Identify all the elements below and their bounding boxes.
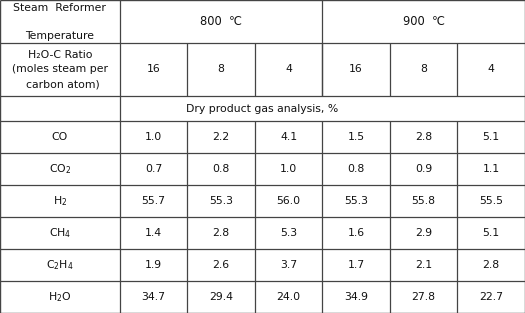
- Text: 800  ℃: 800 ℃: [200, 15, 242, 28]
- Text: Steam  Reformer

Temperature: Steam Reformer Temperature: [14, 3, 106, 41]
- Text: 55.5: 55.5: [479, 196, 503, 206]
- Text: 2.1: 2.1: [415, 260, 432, 270]
- Text: 1.5: 1.5: [348, 132, 365, 142]
- Text: 56.0: 56.0: [277, 196, 301, 206]
- Text: 2.8: 2.8: [482, 260, 500, 270]
- Text: 1.1: 1.1: [482, 164, 500, 174]
- Text: 8: 8: [420, 64, 427, 74]
- Text: 0.7: 0.7: [145, 164, 162, 174]
- Text: 16: 16: [146, 64, 160, 74]
- Text: 0.8: 0.8: [213, 164, 229, 174]
- Text: CO$_2$: CO$_2$: [49, 162, 71, 176]
- Text: Dry product gas analysis, %: Dry product gas analysis, %: [186, 104, 339, 114]
- Text: CO: CO: [52, 132, 68, 142]
- Text: 4.1: 4.1: [280, 132, 297, 142]
- Text: 4: 4: [285, 64, 292, 74]
- Text: 2.2: 2.2: [213, 132, 229, 142]
- Text: 1.0: 1.0: [280, 164, 297, 174]
- Text: 1.0: 1.0: [145, 132, 162, 142]
- Text: CH$_4$: CH$_4$: [49, 226, 71, 240]
- Text: 55.3: 55.3: [209, 196, 233, 206]
- Text: 27.8: 27.8: [412, 292, 436, 302]
- Text: 29.4: 29.4: [209, 292, 233, 302]
- Text: H₂O-C Ratio
(moles steam per
  carbon atom): H₂O-C Ratio (moles steam per carbon atom…: [12, 50, 108, 89]
- Text: 5.1: 5.1: [482, 228, 500, 238]
- Text: 55.8: 55.8: [412, 196, 436, 206]
- Text: 5.3: 5.3: [280, 228, 297, 238]
- Text: 0.9: 0.9: [415, 164, 432, 174]
- Text: 55.7: 55.7: [141, 196, 165, 206]
- Text: 3.7: 3.7: [280, 260, 297, 270]
- Text: H$_2$: H$_2$: [52, 194, 67, 208]
- Text: 34.9: 34.9: [344, 292, 368, 302]
- Text: 16: 16: [349, 64, 363, 74]
- Text: C$_2$H$_4$: C$_2$H$_4$: [46, 258, 74, 272]
- Text: 2.9: 2.9: [415, 228, 432, 238]
- Text: 5.1: 5.1: [482, 132, 500, 142]
- Text: 2.6: 2.6: [213, 260, 229, 270]
- Text: 1.9: 1.9: [145, 260, 162, 270]
- Text: H$_2$O: H$_2$O: [48, 290, 71, 304]
- Text: 1.7: 1.7: [348, 260, 365, 270]
- Text: 4: 4: [488, 64, 495, 74]
- Text: 0.8: 0.8: [348, 164, 365, 174]
- Text: 1.6: 1.6: [348, 228, 365, 238]
- Text: 2.8: 2.8: [213, 228, 229, 238]
- Text: 1.4: 1.4: [145, 228, 162, 238]
- Text: 34.7: 34.7: [141, 292, 165, 302]
- Text: 55.3: 55.3: [344, 196, 368, 206]
- Text: 24.0: 24.0: [277, 292, 301, 302]
- Text: 8: 8: [217, 64, 225, 74]
- Text: 2.8: 2.8: [415, 132, 432, 142]
- Text: 900  ℃: 900 ℃: [403, 15, 445, 28]
- Text: 22.7: 22.7: [479, 292, 503, 302]
